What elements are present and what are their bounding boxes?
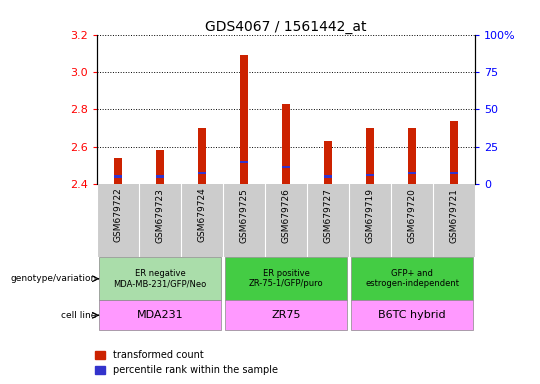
Bar: [198, 128, 206, 184]
Bar: [352, 257, 473, 300]
Text: GSM679724: GSM679724: [198, 188, 207, 242]
Bar: [225, 257, 347, 300]
Text: GSM679726: GSM679726: [282, 188, 291, 243]
Bar: [367, 128, 374, 184]
Bar: [240, 161, 248, 163]
Bar: [282, 166, 290, 168]
Text: GSM679722: GSM679722: [114, 188, 123, 242]
Bar: [114, 158, 122, 184]
Bar: [99, 257, 221, 300]
Text: genotype/variation: genotype/variation: [10, 274, 96, 283]
Text: GSM679727: GSM679727: [323, 188, 333, 243]
Bar: [408, 128, 416, 184]
Bar: [450, 172, 458, 174]
Bar: [99, 300, 221, 330]
Text: ER negative
MDA-MB-231/GFP/Neo: ER negative MDA-MB-231/GFP/Neo: [113, 269, 207, 288]
Text: GSM679719: GSM679719: [366, 188, 375, 243]
Bar: [157, 175, 164, 178]
Legend: transformed count, percentile rank within the sample: transformed count, percentile rank withi…: [91, 346, 281, 379]
Text: GSM679720: GSM679720: [408, 188, 417, 243]
Bar: [240, 55, 248, 184]
Bar: [198, 172, 206, 174]
Text: GSM679723: GSM679723: [156, 188, 165, 243]
Text: MDA231: MDA231: [137, 310, 184, 320]
Text: B6TC hybrid: B6TC hybrid: [379, 310, 446, 320]
Bar: [367, 174, 374, 176]
Title: GDS4067 / 1561442_at: GDS4067 / 1561442_at: [205, 20, 367, 33]
Bar: [450, 121, 458, 184]
Bar: [352, 300, 473, 330]
Bar: [325, 175, 332, 178]
Text: GFP+ and
estrogen-independent: GFP+ and estrogen-independent: [365, 269, 459, 288]
Text: GSM679721: GSM679721: [450, 188, 458, 243]
Bar: [157, 151, 164, 184]
Text: ER positive
ZR-75-1/GFP/puro: ER positive ZR-75-1/GFP/puro: [249, 269, 323, 288]
Bar: [282, 104, 290, 184]
Bar: [114, 175, 122, 178]
Bar: [325, 141, 332, 184]
Text: cell line: cell line: [61, 311, 96, 320]
Text: ZR75: ZR75: [272, 310, 301, 320]
Bar: [225, 300, 347, 330]
Text: GSM679725: GSM679725: [240, 188, 249, 243]
Bar: [408, 172, 416, 174]
